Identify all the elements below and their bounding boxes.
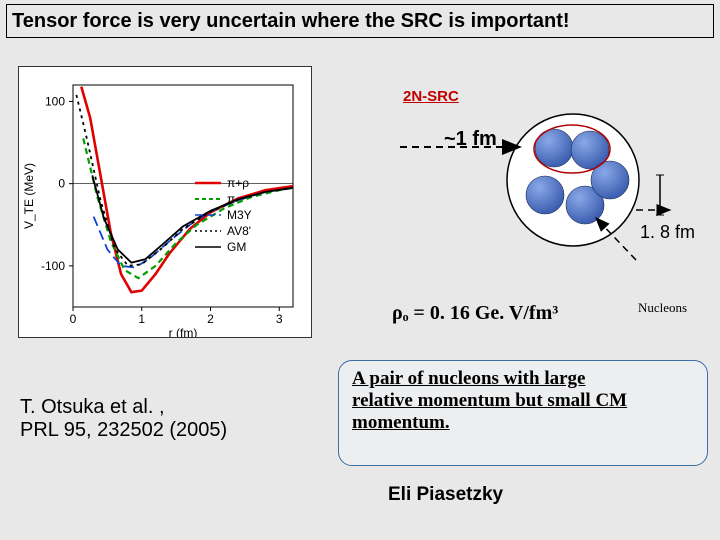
svg-text:0: 0 [70,312,77,326]
svg-text:1: 1 [138,312,145,326]
svg-text:M3Y: M3Y [227,208,252,222]
tensor-potential-chart: -100 0 100 0 1 2 3 V_TE (MeV) r (fm) π+ρ π M3Y AV8' G… [18,66,312,338]
svg-text:2: 2 [207,312,214,326]
credit: Eli Piasetzky [388,484,503,506]
svg-text:0: 0 [58,177,65,191]
citation: T. Otsuka et al. , PRL 95, 232502 (2005) [20,396,227,442]
label-nucleons: Nucleons [638,300,687,316]
svg-text:V_TE (MeV): V_TE (MeV) [22,163,36,229]
src-label: 2N-SRC [403,88,459,105]
page-title: Tensor force is very uncertain where the… [12,10,570,33]
rho-equation: ρₒ = 0. 16 Ge. V/fm³ [392,302,558,325]
svg-text:π+ρ: π+ρ [227,176,249,190]
svg-text:100: 100 [45,94,65,108]
citation-line2: PRL 95, 232502 (2005) [20,419,227,442]
quote-l2: relative momentum but small CM [352,390,627,412]
slide-root: { "title": "Tensor force is very uncerta… [0,0,720,540]
svg-text:AV8': AV8' [227,224,251,238]
quote-l1: A pair of nucleons with large [352,368,627,390]
citation-line1: T. Otsuka et al. , [20,396,227,419]
quote-text: A pair of nucleons with large relative m… [352,368,627,434]
svg-text:GM: GM [227,240,246,254]
chart-svg: -100 0 100 0 1 2 3 V_TE (MeV) r (fm) π+ρ π M3Y AV8' G… [19,67,311,337]
label-1.8fm: 1. 8 fm [640,222,695,243]
label-1fm: ~1 fm [444,128,497,151]
quote-l3: momentum. [352,412,627,434]
svg-text:3: 3 [276,312,283,326]
svg-text:π: π [227,192,235,206]
svg-text:r (fm): r (fm) [169,326,198,337]
svg-text:-100: -100 [41,259,65,273]
